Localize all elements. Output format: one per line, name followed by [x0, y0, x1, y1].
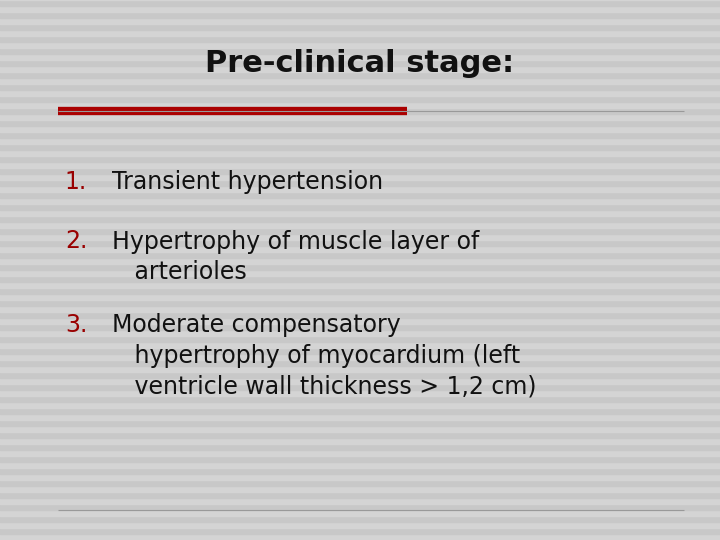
Text: 3.: 3. [65, 313, 87, 337]
Text: Hypertrophy of muscle layer of
   arterioles: Hypertrophy of muscle layer of arteriole… [112, 230, 479, 284]
Text: Moderate compensatory
   hypertrophy of myocardium (left
   ventricle wall thick: Moderate compensatory hypertrophy of myo… [112, 313, 536, 399]
Text: 2.: 2. [65, 230, 87, 253]
Text: Pre-clinical stage:: Pre-clinical stage: [205, 49, 515, 78]
Text: Transient hypertension: Transient hypertension [112, 170, 383, 194]
Text: 1.: 1. [65, 170, 87, 194]
